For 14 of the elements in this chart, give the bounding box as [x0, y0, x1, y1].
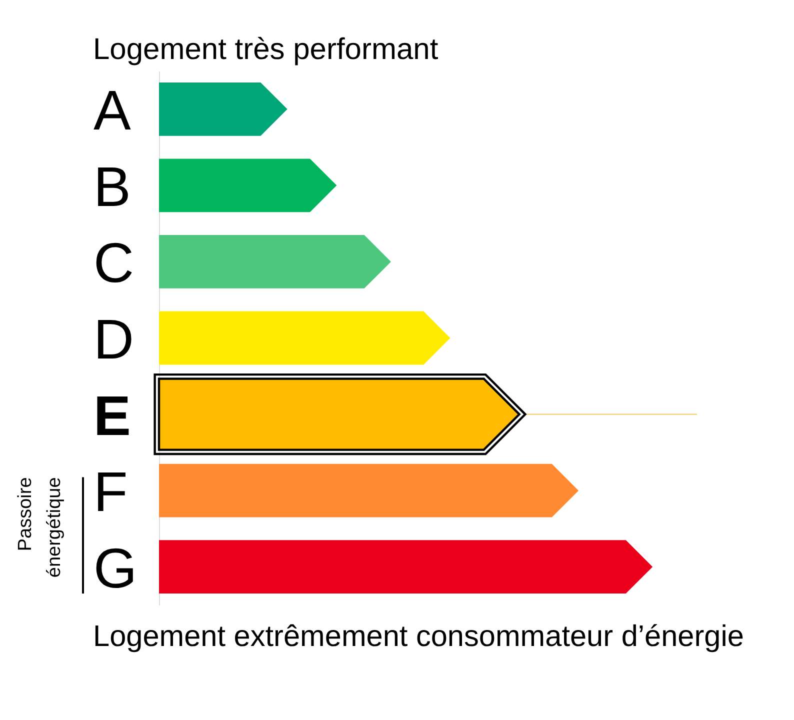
y-tick-label: A	[94, 78, 132, 142]
y-tick-label: F	[94, 460, 128, 524]
bar	[159, 540, 653, 594]
y-tick-label: G	[94, 536, 138, 600]
bar	[159, 464, 579, 518]
y-tick-label: E	[94, 384, 131, 447]
y-tick-label: D	[94, 308, 134, 370]
bar	[159, 311, 450, 365]
y-tick-label: B	[94, 154, 131, 218]
text: Passoire énergétique	[15, 477, 65, 578]
bar	[159, 235, 391, 288]
y-tick-label: C	[94, 231, 134, 294]
text: Logement extrêmement consommateur d’énergie	[93, 620, 744, 653]
chart-title: Logement très performant	[93, 33, 439, 66]
